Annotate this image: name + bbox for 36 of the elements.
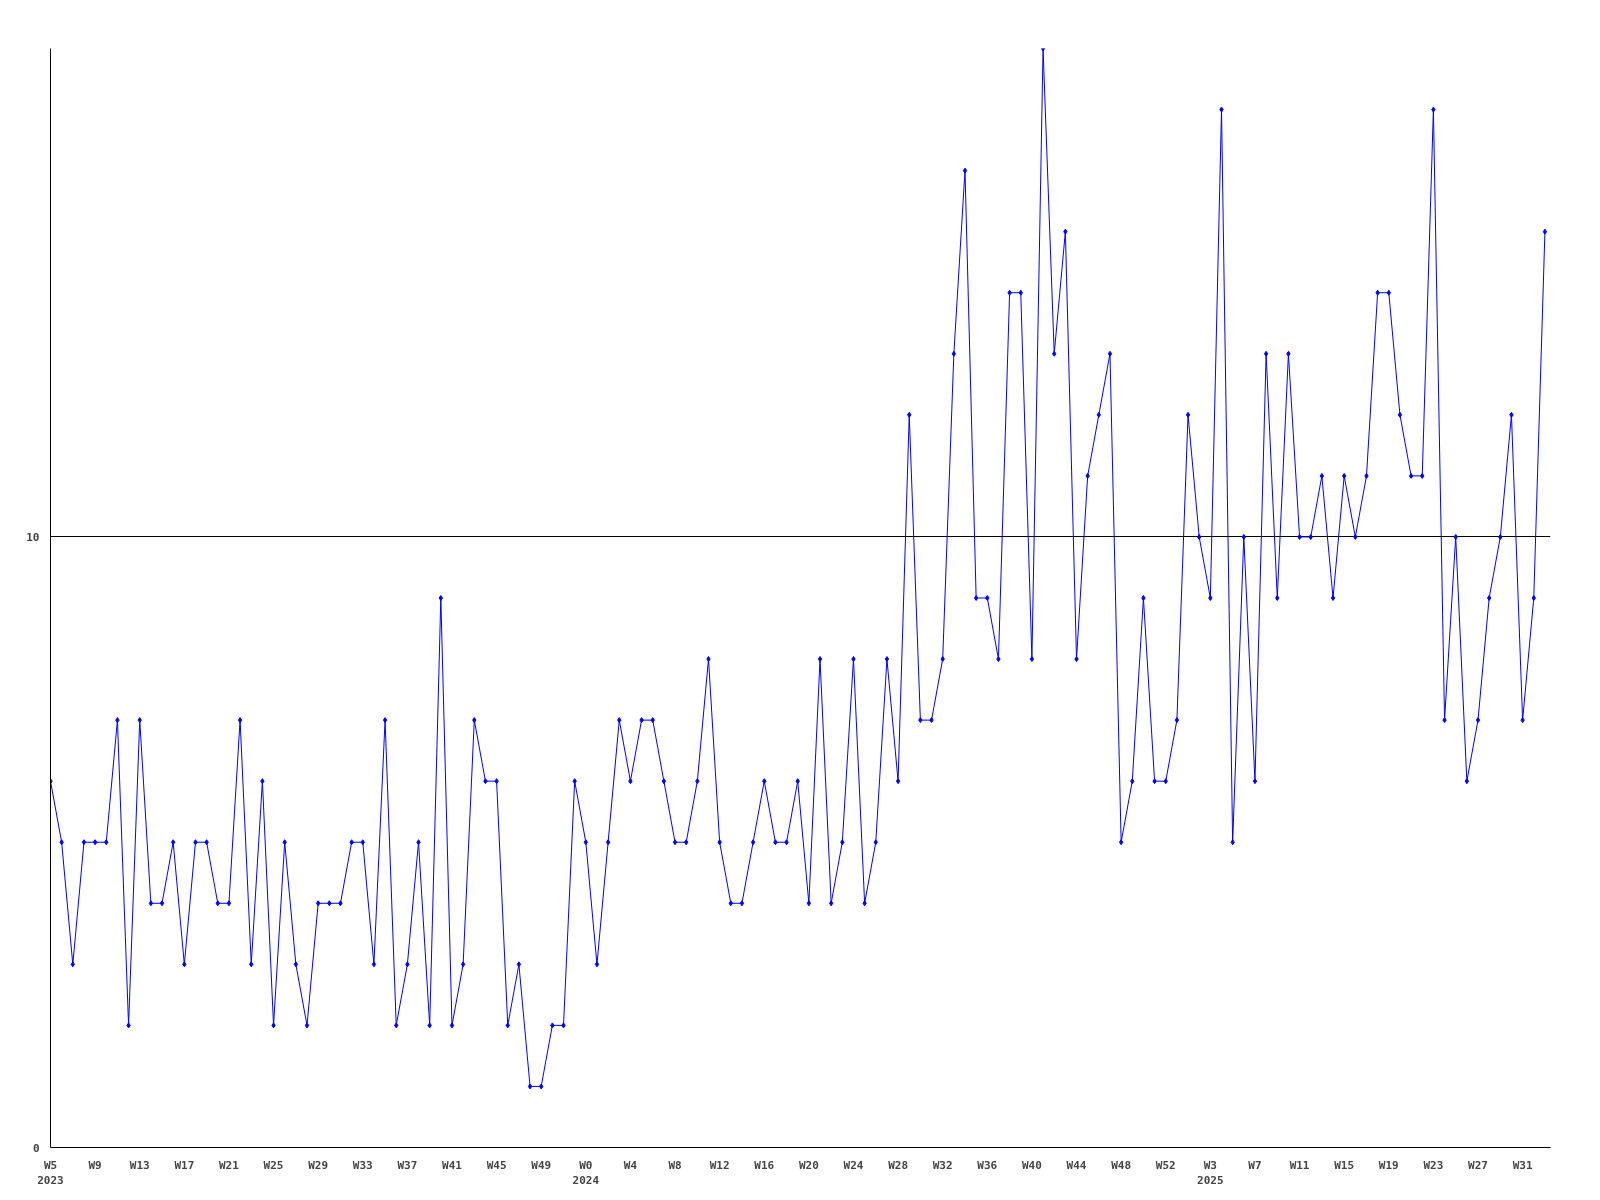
x-tick-label: W49 [531, 1158, 552, 1172]
x-tick-label: W5 2023 [37, 1158, 64, 1188]
x-tick-label: W4 [623, 1158, 638, 1172]
x-tick-label: W15 [1334, 1158, 1355, 1172]
x-tick-label: W28 [888, 1158, 909, 1172]
x-tick-label: W23 [1423, 1158, 1444, 1172]
x-tick-label: W3 2025 [1197, 1158, 1224, 1188]
x-tick-label: W32 [932, 1158, 953, 1172]
x-tick-label: W36 [977, 1158, 998, 1172]
x-tick-label: W48 [1111, 1158, 1132, 1172]
x-tick-label: W20 [798, 1158, 819, 1172]
x-tick-label: W11 [1289, 1158, 1310, 1172]
x-tick-label: W44 [1066, 1158, 1087, 1172]
x-tick-label: W21 [219, 1158, 240, 1172]
x-tick-label: W27 [1468, 1158, 1488, 1172]
x-tick-label: W9 [88, 1158, 102, 1172]
x-tick-label: W41 [442, 1158, 463, 1172]
x-tick-label: W52 [1155, 1158, 1176, 1172]
x-tick-label: W7 [1248, 1158, 1262, 1172]
x-tick-label: W8 [668, 1158, 682, 1172]
x-tick-label: W40 [1021, 1158, 1042, 1172]
x-tick-label: W37 [397, 1158, 418, 1172]
x-tick-label: W24 [843, 1158, 864, 1172]
x-tick-label: W17 [174, 1158, 195, 1172]
x-tick-label: W25 [263, 1158, 284, 1172]
x-tick-label: W19 [1378, 1158, 1399, 1172]
y-tick-label: 0 [32, 1141, 40, 1155]
x-tick-label: W13 [129, 1158, 150, 1172]
x-tick-label: W31 [1512, 1158, 1533, 1172]
y-tick-label: 10 [26, 530, 40, 544]
x-tick-label: W45 [486, 1158, 507, 1172]
x-tick-label: W33 [352, 1158, 373, 1172]
x-tick-label: W12 [709, 1158, 730, 1172]
x-tick-label: W0 2024 [572, 1158, 600, 1188]
x-tick-label: W16 [754, 1158, 775, 1172]
x-tick-label: W29 [308, 1158, 329, 1172]
